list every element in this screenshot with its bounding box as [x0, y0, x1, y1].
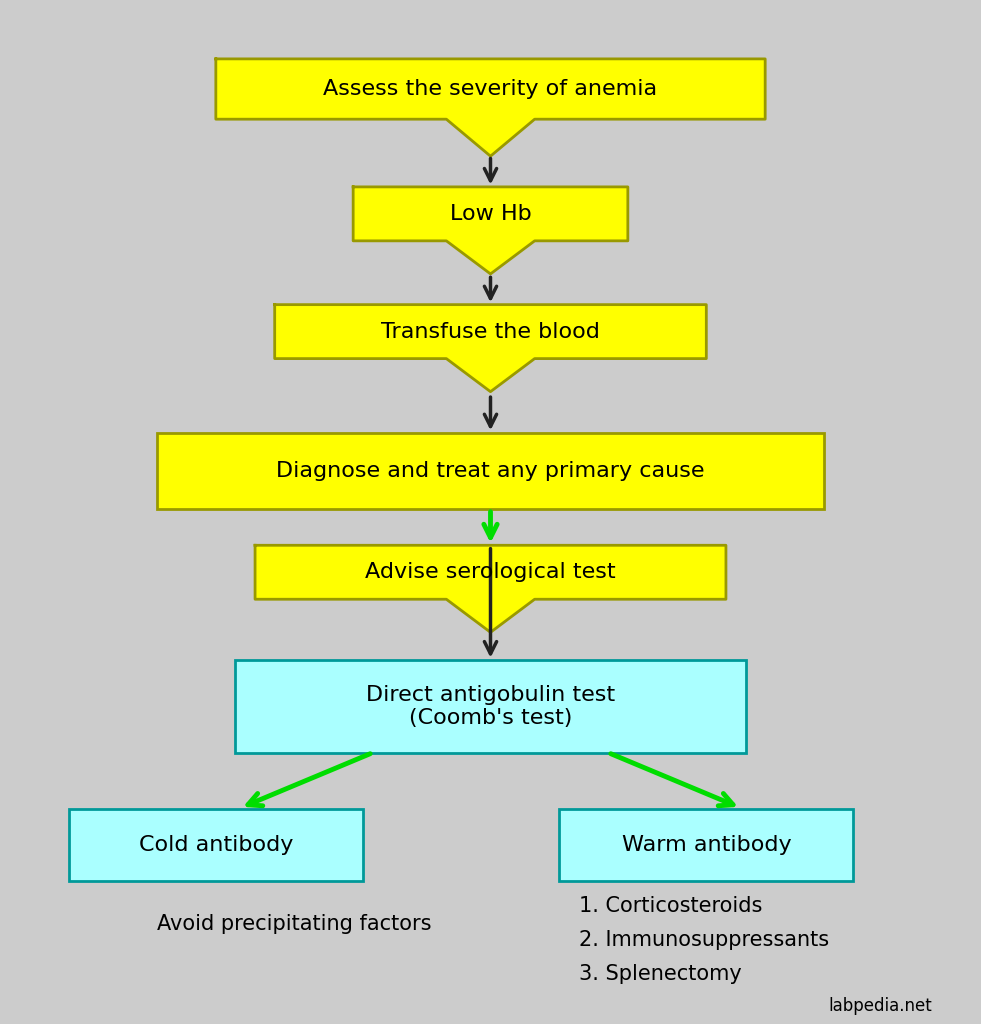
Bar	[235, 660, 746, 753]
Bar	[157, 432, 824, 509]
Text: 2. Immunosuppressants: 2. Immunosuppressants	[579, 930, 829, 950]
Polygon shape	[255, 545, 726, 632]
Bar	[559, 809, 853, 881]
Text: Warm antibody: Warm antibody	[622, 835, 791, 855]
Polygon shape	[353, 186, 628, 273]
Text: Cold antibody: Cold antibody	[138, 835, 293, 855]
Text: Low Hb: Low Hb	[449, 204, 532, 224]
Text: Advise serological test: Advise serological test	[365, 562, 616, 583]
Text: 3. Splenectomy: 3. Splenectomy	[579, 964, 742, 984]
Bar	[69, 809, 363, 881]
Text: labpedia.net: labpedia.net	[828, 996, 932, 1015]
Text: Transfuse the blood: Transfuse the blood	[381, 322, 600, 342]
Text: Assess the severity of anemia: Assess the severity of anemia	[324, 79, 657, 99]
Text: Diagnose and treat any primary cause: Diagnose and treat any primary cause	[277, 461, 704, 481]
Text: Direct antigobulin test
(Coomb's test): Direct antigobulin test (Coomb's test)	[366, 685, 615, 728]
Polygon shape	[275, 305, 706, 391]
Text: Avoid precipitating factors: Avoid precipitating factors	[157, 913, 432, 934]
Text: 1. Corticosteroids: 1. Corticosteroids	[579, 896, 762, 916]
Polygon shape	[216, 58, 765, 156]
